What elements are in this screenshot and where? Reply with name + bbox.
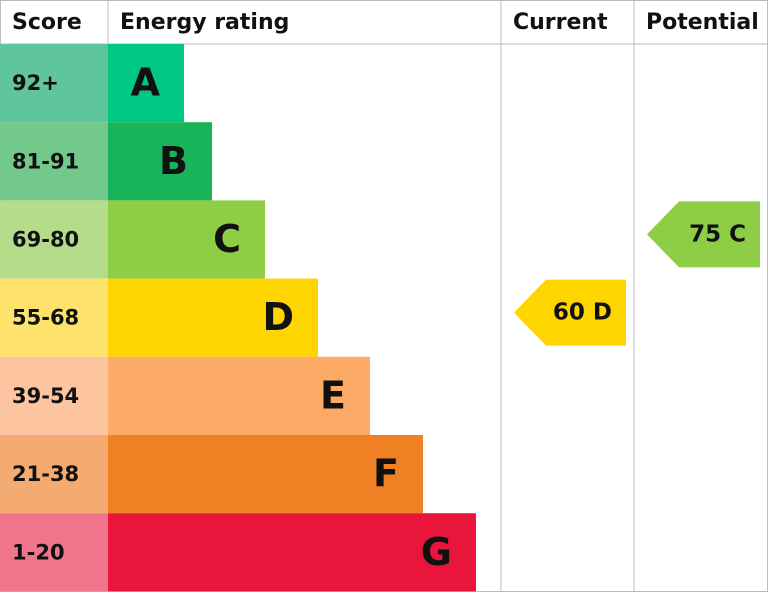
rating-letter: A [131,61,161,105]
potential-label: 75 C [689,221,746,247]
rating-bar [108,513,476,592]
current-label: 60 D [553,299,612,325]
rating-bar [108,278,318,357]
rating-letter: G [421,530,452,574]
score-range: 81-91 [12,149,79,173]
header-potential: Potential [646,10,759,35]
score-range: 39-54 [12,384,79,408]
score-cell [0,122,108,201]
score-cell [0,513,108,592]
score-range: 92+ [12,71,59,95]
rating-bar [108,122,212,201]
rating-letter: B [159,139,188,183]
rating-letter: C [213,217,241,261]
header-score: Score [12,10,82,35]
header-energy: Energy rating [120,10,289,35]
rating-letter: D [262,295,294,339]
header-current: Current [513,10,608,35]
potential-rating: C [729,221,746,247]
rating-bar [108,435,423,514]
score-cell [0,435,108,514]
score-range: 55-68 [12,306,79,330]
score-range: 21-38 [12,462,79,486]
rating-bar [108,200,265,279]
score-range: 1-20 [12,540,65,564]
rating-letter: E [320,373,346,417]
current-arrow [514,279,626,346]
current-score: 60 [553,299,585,325]
rating-bar [108,356,370,435]
score-range: 69-80 [12,228,79,252]
score-cell [0,278,108,357]
current-rating: D [593,299,612,325]
score-cell [0,356,108,435]
rating-letter: F [373,452,399,496]
rating-bar [108,44,184,123]
potential-arrow [647,201,760,268]
score-cell [0,44,108,123]
score-cell [0,200,108,279]
potential-score: 75 [689,221,721,247]
